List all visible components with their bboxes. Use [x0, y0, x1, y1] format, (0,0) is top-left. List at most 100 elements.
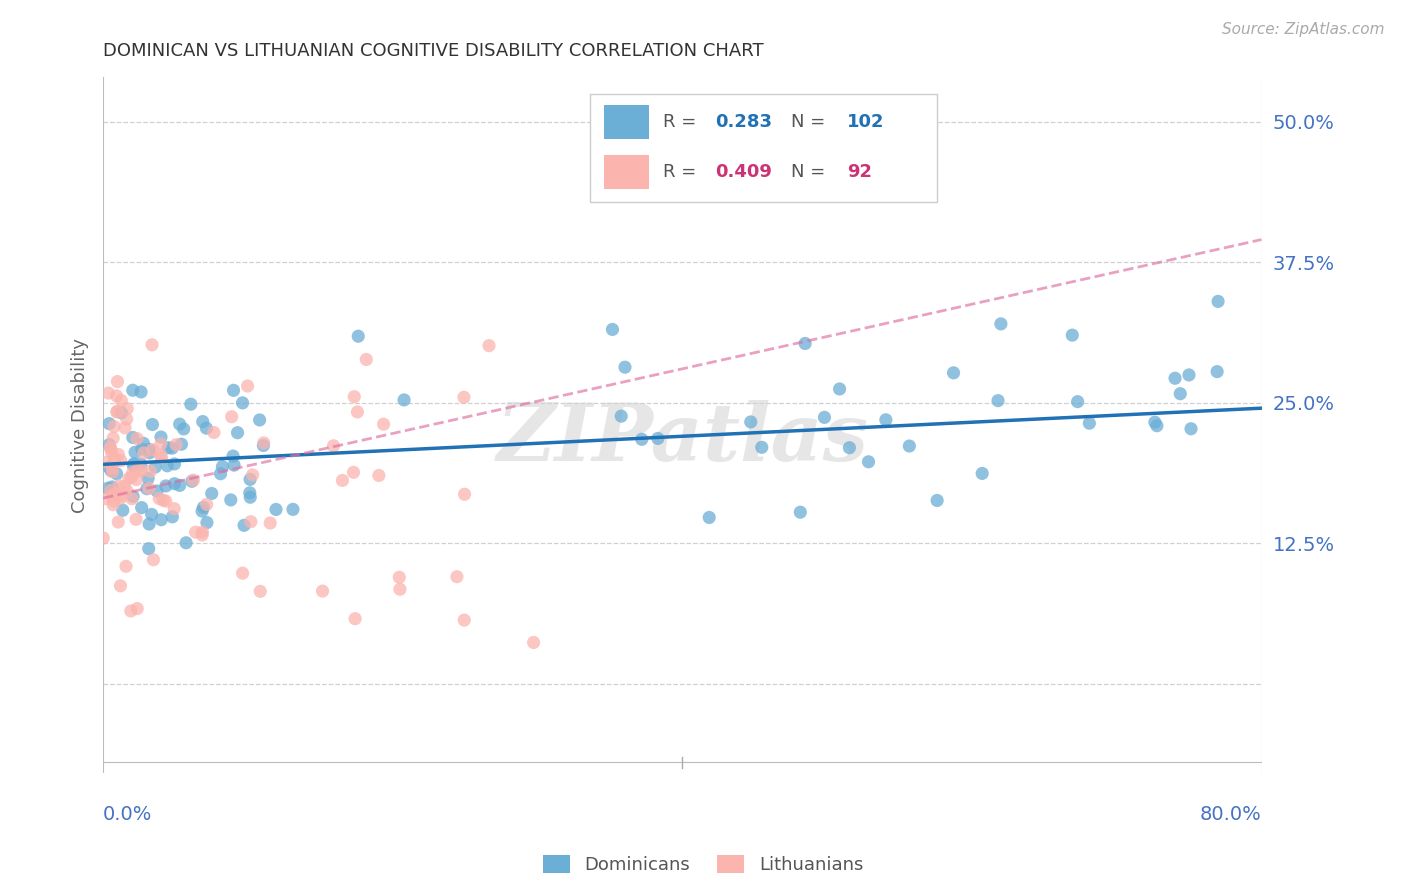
Point — [249, 413, 271, 427]
Point — [311, 584, 333, 599]
Point — [209, 467, 232, 481]
Point — [838, 441, 860, 455]
Point — [346, 405, 368, 419]
Point — [115, 559, 138, 574]
Point — [614, 360, 637, 375]
Point — [105, 389, 128, 403]
Point — [156, 458, 179, 473]
Point — [131, 442, 153, 456]
Point — [97, 386, 120, 401]
Point — [858, 455, 880, 469]
Point — [108, 489, 131, 503]
Point — [97, 481, 120, 495]
Point — [96, 491, 118, 506]
Point — [163, 457, 186, 471]
Point — [1206, 365, 1229, 379]
Point — [828, 382, 851, 396]
Point — [150, 450, 173, 465]
Point — [131, 500, 153, 515]
Point — [132, 436, 155, 450]
Point — [174, 536, 197, 550]
Point — [388, 582, 411, 597]
Point — [103, 419, 125, 434]
Point — [446, 570, 468, 584]
Point — [142, 552, 165, 566]
Point — [163, 476, 186, 491]
Point — [751, 440, 773, 454]
Point — [232, 396, 254, 410]
Point — [1206, 294, 1229, 309]
Point — [132, 446, 155, 460]
Point — [195, 516, 218, 530]
Point — [135, 482, 157, 496]
Point — [222, 384, 245, 398]
Point — [927, 493, 949, 508]
Point — [115, 412, 138, 426]
Point — [129, 384, 152, 399]
Point — [392, 392, 415, 407]
Point — [114, 421, 136, 435]
Point — [101, 461, 124, 475]
Point — [160, 441, 183, 455]
Point — [201, 486, 224, 500]
Point — [239, 472, 262, 486]
Point — [131, 464, 153, 478]
Point — [108, 478, 131, 492]
Point — [173, 422, 195, 436]
Point — [1078, 416, 1101, 430]
Point — [252, 438, 274, 452]
Point — [98, 441, 121, 455]
Point — [347, 329, 370, 343]
Point — [191, 415, 214, 429]
Point — [120, 470, 142, 484]
Point — [990, 317, 1012, 331]
Text: ZIPatlas: ZIPatlas — [496, 401, 869, 478]
Point — [610, 409, 633, 424]
Point — [148, 491, 170, 506]
Point — [239, 485, 262, 500]
Point — [138, 541, 160, 556]
Point — [191, 525, 214, 540]
Point — [195, 497, 218, 511]
Point — [191, 504, 214, 518]
Point — [98, 437, 121, 451]
Point — [110, 579, 132, 593]
Point — [121, 430, 143, 444]
Point — [100, 442, 122, 456]
Point — [356, 352, 378, 367]
Point — [103, 452, 125, 467]
Point — [105, 404, 128, 418]
Point — [183, 473, 205, 487]
Point — [239, 490, 262, 504]
Point — [647, 432, 669, 446]
Point — [162, 509, 184, 524]
Point — [101, 465, 124, 479]
Point — [110, 491, 132, 506]
Point — [104, 487, 127, 501]
Point — [110, 453, 132, 467]
Point — [141, 338, 163, 352]
Point — [898, 439, 921, 453]
Point — [107, 375, 129, 389]
Point — [139, 464, 162, 478]
Point — [101, 498, 124, 512]
Point — [143, 460, 166, 475]
Point — [367, 468, 389, 483]
Point — [138, 516, 160, 531]
Point — [141, 417, 163, 432]
Point — [152, 493, 174, 508]
Point — [138, 481, 160, 495]
Point — [124, 445, 146, 459]
Point — [115, 483, 138, 498]
Point — [602, 322, 624, 336]
Point — [740, 415, 762, 429]
Point — [110, 393, 132, 408]
Point — [149, 448, 172, 462]
Point — [794, 336, 817, 351]
Y-axis label: Cognitive Disability: Cognitive Disability — [72, 337, 89, 513]
Point — [342, 466, 364, 480]
Point — [105, 467, 128, 481]
Point — [138, 442, 160, 457]
Point — [1146, 418, 1168, 433]
Point — [110, 406, 132, 420]
